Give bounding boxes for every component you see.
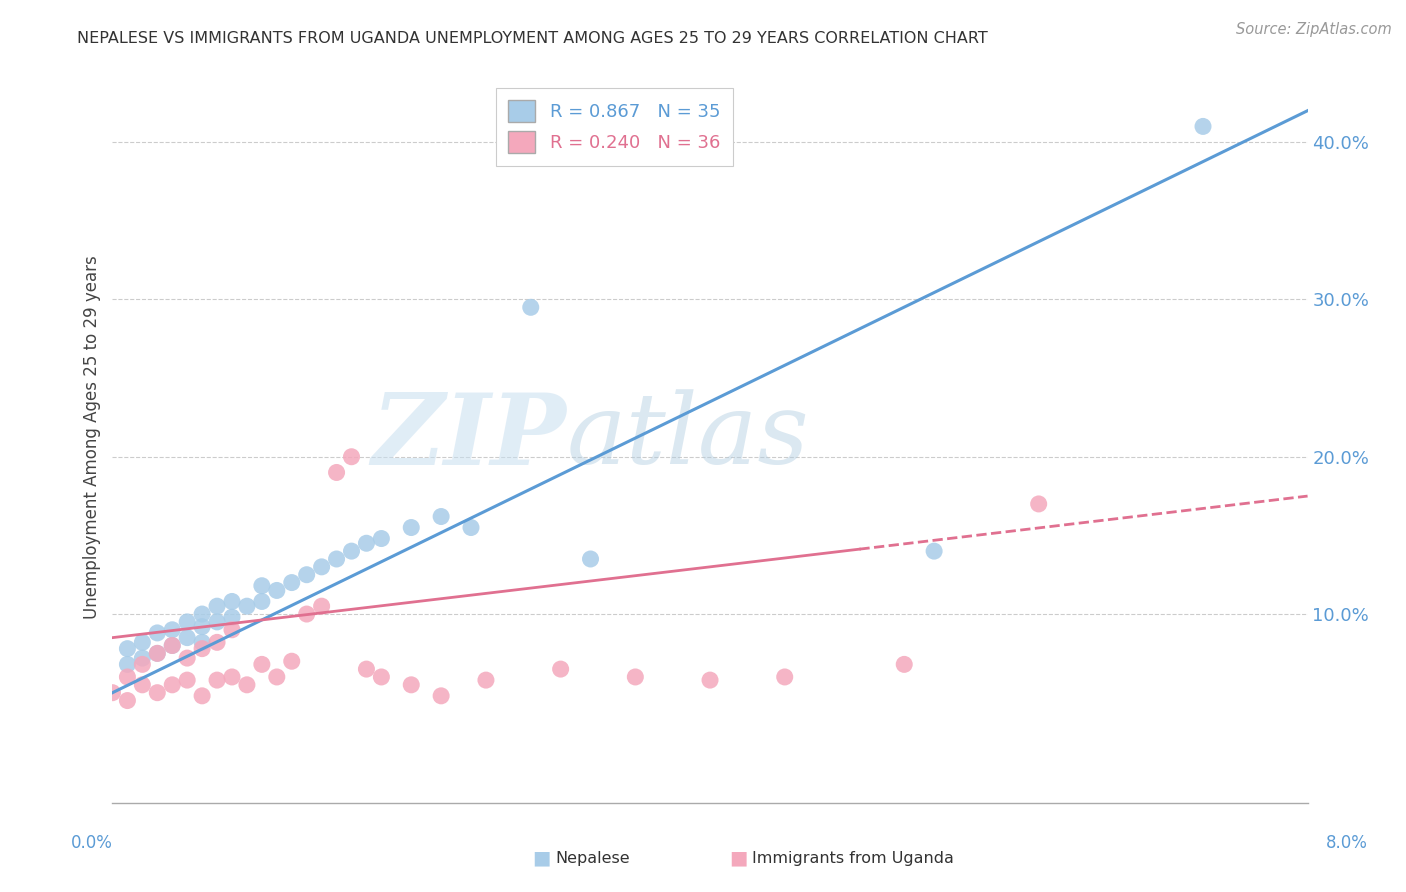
Y-axis label: Unemployment Among Ages 25 to 29 years: Unemployment Among Ages 25 to 29 years (83, 255, 101, 619)
Point (162, 639, 183, 653)
Point (205, 673, 228, 687)
Text: NEPALESE VS IMMIGRANTS FROM UGANDA UNEMPLOYMENT AMONG AGES 25 TO 29 YEARS CORREL: NEPALESE VS IMMIGRANTS FROM UGANDA UNEMP… (77, 31, 988, 46)
Point (475, 673, 498, 687)
Point (131, 651, 153, 665)
Legend: R = 0.867   N = 35, R = 0.240   N = 36: R = 0.867 N = 35, R = 0.240 N = 36 (496, 87, 733, 166)
Point (281, 575, 304, 590)
Point (162, 678, 183, 692)
Point (266, 583, 288, 598)
Point (430, 509, 453, 524)
Point (281, 654, 304, 668)
Point (131, 635, 153, 649)
Point (356, 536, 378, 550)
Text: Immigrants from Uganda: Immigrants from Uganda (752, 851, 955, 865)
Point (699, 673, 721, 687)
Text: ■: ■ (531, 848, 551, 868)
Point (250, 594, 273, 608)
Point (205, 615, 228, 629)
Point (295, 567, 318, 582)
Point (520, 301, 543, 315)
Point (430, 689, 453, 703)
Point (401, 678, 423, 692)
Point (550, 662, 572, 676)
Point (176, 651, 198, 665)
Point (191, 635, 214, 649)
Point (1028, 497, 1050, 511)
Point (131, 657, 153, 672)
Point (325, 552, 347, 566)
Point (401, 520, 423, 534)
Point (266, 670, 288, 684)
Point (205, 599, 228, 614)
Point (250, 657, 273, 672)
Text: 8.0%: 8.0% (1326, 834, 1368, 852)
Point (579, 552, 602, 566)
Point (325, 466, 347, 480)
Point (370, 670, 392, 684)
Point (131, 678, 153, 692)
Point (146, 686, 169, 700)
Point (191, 689, 214, 703)
Point (922, 544, 945, 558)
Text: ■: ■ (728, 848, 748, 868)
Point (146, 646, 169, 660)
Point (221, 623, 243, 637)
Point (162, 623, 183, 637)
Point (191, 619, 214, 633)
Point (101, 686, 124, 700)
Point (117, 670, 139, 684)
Point (295, 607, 318, 621)
Point (340, 544, 363, 558)
Text: 0.0%: 0.0% (70, 834, 112, 852)
Text: atlas: atlas (567, 390, 810, 484)
Point (176, 673, 198, 687)
Point (311, 559, 333, 574)
Point (624, 670, 647, 684)
Point (117, 693, 139, 707)
Point (221, 594, 243, 608)
Point (117, 641, 139, 656)
Point (236, 599, 259, 614)
Point (236, 678, 259, 692)
Point (460, 520, 482, 534)
Point (1192, 120, 1215, 134)
Point (370, 532, 392, 546)
Point (176, 615, 198, 629)
Point (356, 662, 378, 676)
Point (191, 641, 214, 656)
Point (146, 626, 169, 640)
Point (221, 670, 243, 684)
Point (191, 607, 214, 621)
Text: ZIP: ZIP (371, 389, 567, 485)
Point (176, 631, 198, 645)
Point (340, 450, 363, 464)
Point (162, 639, 183, 653)
Point (205, 635, 228, 649)
Point (311, 599, 333, 614)
Point (250, 579, 273, 593)
Point (893, 657, 915, 672)
Point (773, 670, 796, 684)
Point (117, 657, 139, 672)
Point (146, 646, 169, 660)
Text: Nepalese: Nepalese (555, 851, 630, 865)
Text: Source: ZipAtlas.com: Source: ZipAtlas.com (1236, 22, 1392, 37)
Point (221, 610, 243, 624)
